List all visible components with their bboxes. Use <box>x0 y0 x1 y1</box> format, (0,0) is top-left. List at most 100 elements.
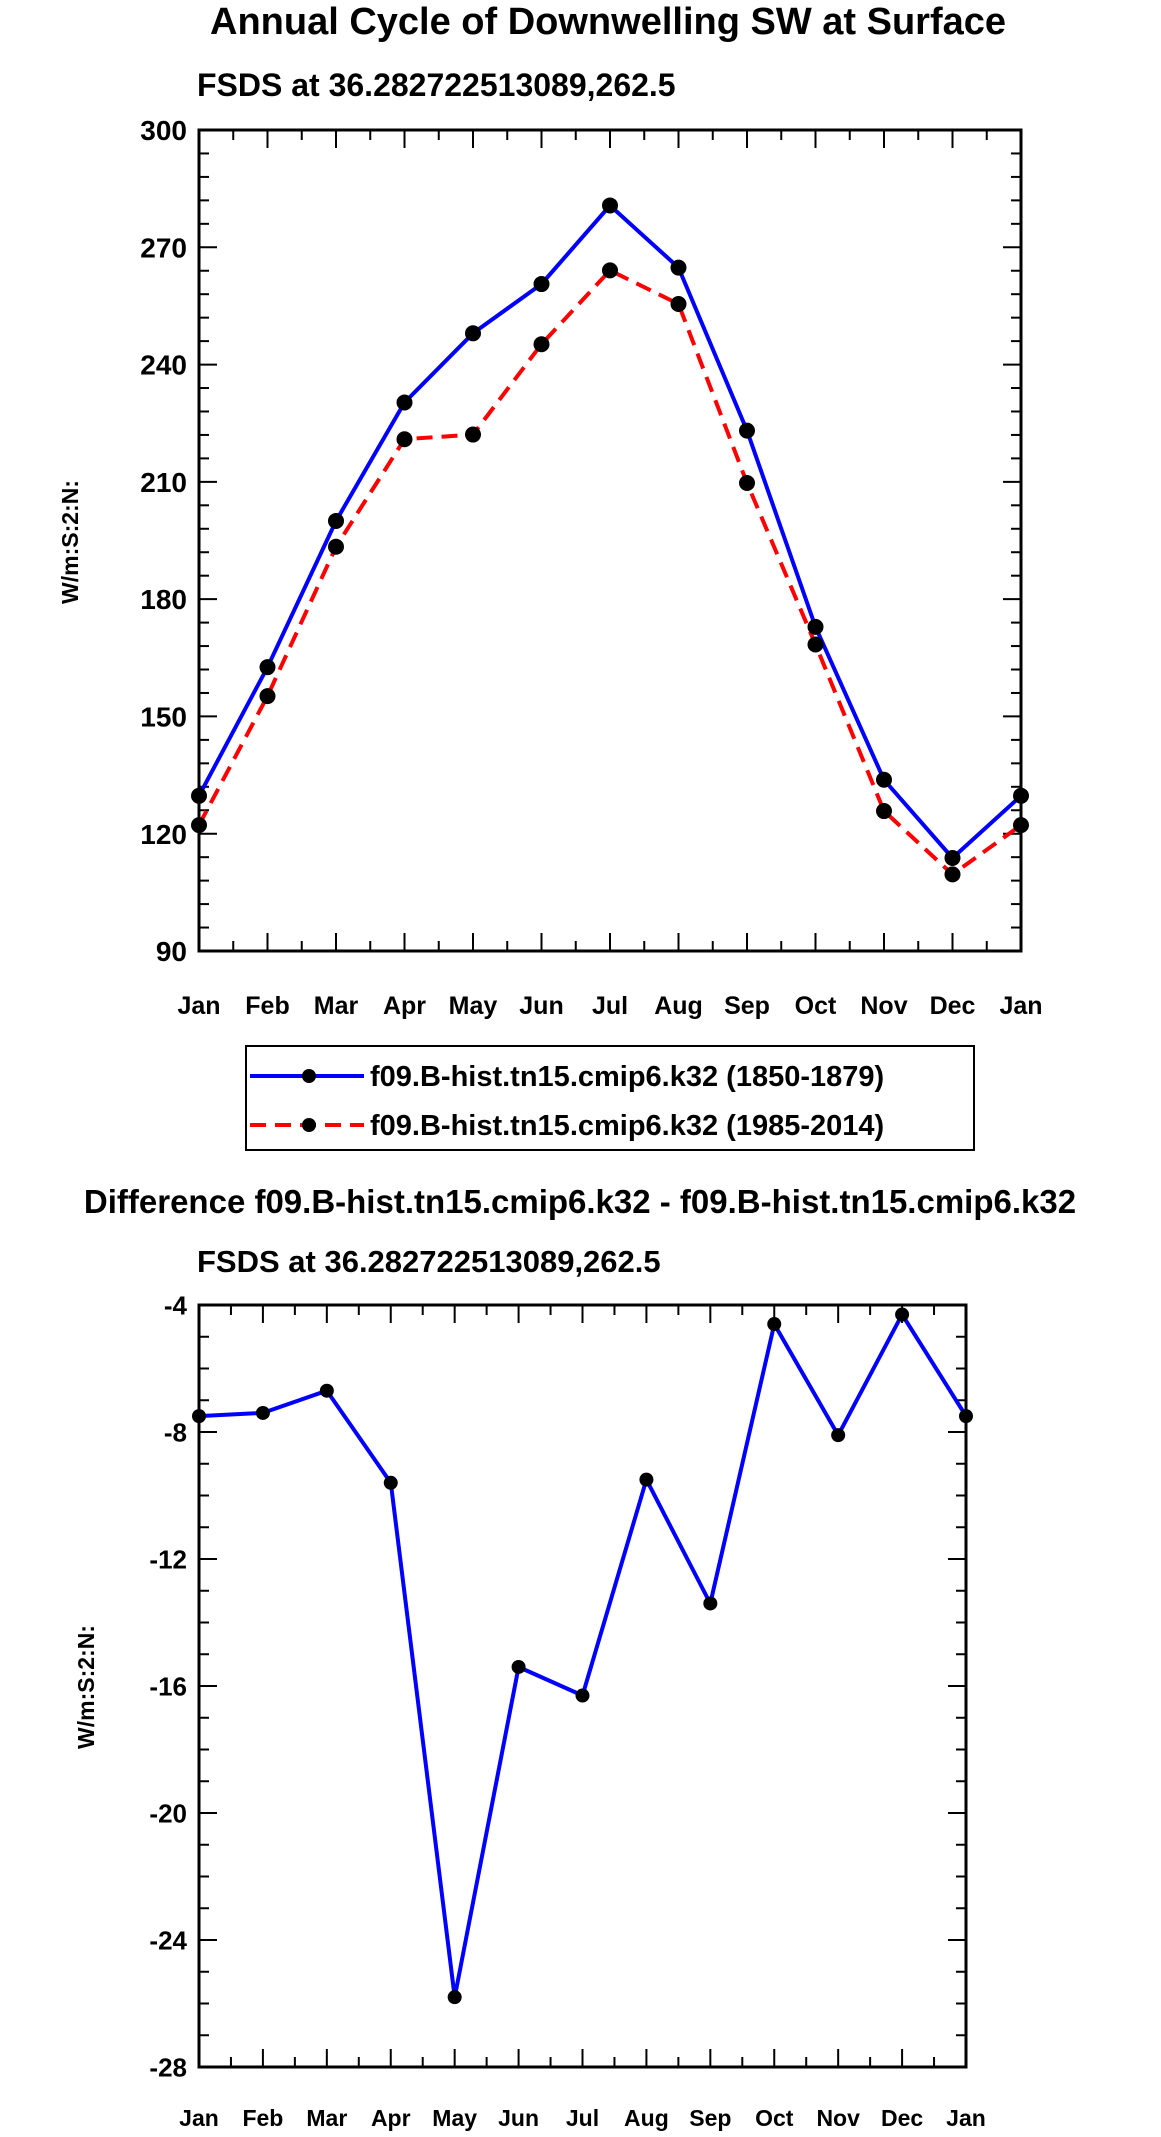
data-point-series-2 <box>739 475 755 492</box>
data-point-series-1 <box>639 1472 654 1487</box>
data-point-series-2 <box>396 431 413 448</box>
bottom-chart-ticks <box>198 1304 967 2068</box>
y-tick-label: -12 <box>149 1544 187 1574</box>
x-tick-label: Apr <box>371 2105 411 2131</box>
data-point-series-1 <box>670 259 687 276</box>
data-point-series-2 <box>807 636 824 653</box>
data-point-series-2 <box>670 295 687 312</box>
x-tick-label: Jan <box>179 2105 219 2131</box>
legend-marker-series-2 <box>302 1118 316 1132</box>
bottom-chart-series <box>192 1307 973 2005</box>
top-chart-legend: f09.B-hist.tn15.cmip6.k32 (1850-1879) f0… <box>245 1045 975 1151</box>
x-tick-label: Jan <box>999 992 1042 1020</box>
data-point-series-1 <box>703 1596 718 1611</box>
x-tick-label: Jan <box>946 2105 986 2131</box>
bottom-chart-ylabels: -4 -8 -12 -16 -20 -24 -28 <box>149 1290 187 2082</box>
data-point-series-2 <box>602 262 618 279</box>
top-chart-xlabels: Jan Feb Mar Apr May Jun Jul Aug Sep Oct Nov Dec Jan <box>177 992 1042 1020</box>
series-line-1 <box>198 1312 968 2000</box>
x-tick-label: Jun <box>519 992 563 1020</box>
data-point-series-1 <box>465 325 481 342</box>
data-point-series-1 <box>876 771 892 788</box>
y-tick-label: 120 <box>140 819 187 850</box>
y-tick-label: -24 <box>149 1925 187 1955</box>
y-tick-label: 180 <box>140 584 187 615</box>
bottom-chart-title: Difference f09.B-hist.tn15.cmip6.k32 - f… <box>84 1183 1076 1220</box>
data-point-series-2 <box>944 866 961 883</box>
y-tick-label: -8 <box>164 1417 187 1447</box>
y-tick-label: 90 <box>156 936 187 967</box>
data-point-series-1 <box>259 659 276 676</box>
data-point-series-2 <box>533 336 550 353</box>
x-tick-label: Jan <box>177 992 220 1020</box>
bottom-chart-ylabel: W/m:S:2:N: <box>73 1625 99 1749</box>
x-tick-label: Jul <box>566 2105 599 2131</box>
y-tick-label: -16 <box>149 1671 187 1701</box>
x-tick-label: Apr <box>383 992 426 1020</box>
top-chart-frame <box>197 128 1023 953</box>
y-tick-label: -20 <box>149 1798 187 1828</box>
data-point-series-1 <box>447 1990 462 2005</box>
x-tick-label: Oct <box>795 992 837 1020</box>
x-tick-label: Feb <box>245 992 289 1020</box>
data-point-series-1 <box>396 394 413 411</box>
x-tick-label: Oct <box>755 2105 794 2131</box>
x-tick-label: Feb <box>242 2105 283 2131</box>
data-point-series-2 <box>328 538 344 555</box>
data-point-series-1 <box>319 1383 334 1398</box>
x-tick-label: Mar <box>314 992 359 1020</box>
data-point-series-1 <box>383 1475 398 1490</box>
data-point-series-1 <box>944 849 961 866</box>
legend-box <box>245 1045 975 1151</box>
legend-label-series-2: f09.B-hist.tn15.cmip6.k32 (1985-2014) <box>370 1110 884 1142</box>
data-point-series-1 <box>831 1428 846 1443</box>
top-chart-ticks <box>198 129 1022 952</box>
y-tick-label: -4 <box>164 1290 188 1320</box>
data-point-series-2 <box>465 426 481 443</box>
legend-marker-series-1 <box>302 1069 316 1083</box>
top-chart-ylabels: 90 120 150 180 210 240 270 300 <box>140 115 187 967</box>
x-tick-label: Dec <box>930 992 976 1020</box>
top-chart: Annual Cycle of Downwelling SW at Surfac… <box>57 1 1043 1151</box>
y-tick-label: 240 <box>140 350 187 381</box>
data-point-series-1 <box>533 276 550 293</box>
data-point-series-1 <box>895 1307 910 1322</box>
top-chart-ylabel: W/m:S:2:N: <box>57 480 83 604</box>
x-tick-label: Aug <box>654 992 703 1020</box>
data-point-series-2 <box>876 803 892 820</box>
x-tick-label: Sep <box>689 2105 731 2131</box>
x-tick-label: May <box>432 2105 477 2131</box>
data-point-series-1 <box>511 1659 526 1674</box>
data-point-series-1 <box>255 1405 270 1420</box>
bottom-chart-xlabels: Jan Feb Mar Apr May Jun Jul Aug Sep Oct Nov Dec Jan <box>179 2105 986 2131</box>
x-tick-label: May <box>449 992 498 1020</box>
bottom-chart-frame <box>197 1303 968 2069</box>
top-chart-subtitle: FSDS at 36.282722513089,262.5 <box>197 67 676 103</box>
data-point-series-1 <box>602 197 618 214</box>
x-tick-label: Mar <box>306 2105 347 2131</box>
series-line-1 <box>197 203 1023 860</box>
x-tick-label: Jun <box>498 2105 539 2131</box>
y-tick-label: -28 <box>149 2052 187 2082</box>
x-tick-label: Jul <box>592 992 628 1020</box>
data-point-series-2 <box>259 688 276 705</box>
data-point-series-1 <box>575 1688 590 1703</box>
series-line-2 <box>197 268 1023 877</box>
data-point-series-1 <box>328 512 344 529</box>
data-point-series-1 <box>767 1317 782 1332</box>
x-tick-label: Nov <box>816 2105 860 2131</box>
top-chart-series <box>191 197 1029 883</box>
y-tick-label: 300 <box>140 115 187 146</box>
bottom-chart-subtitle: FSDS at 36.282722513089,262.5 <box>197 1244 661 1279</box>
x-tick-label: Aug <box>624 2105 669 2131</box>
legend-label-series-1: f09.B-hist.tn15.cmip6.k32 (1850-1879) <box>370 1061 884 1093</box>
bottom-chart: Difference f09.B-hist.tn15.cmip6.k32 - f… <box>73 1183 1076 2131</box>
y-tick-label: 210 <box>140 467 187 498</box>
x-tick-label: Dec <box>881 2105 923 2131</box>
x-tick-label: Sep <box>724 992 770 1020</box>
x-tick-label: Nov <box>860 992 907 1020</box>
data-point-series-1 <box>739 422 755 439</box>
y-tick-label: 150 <box>140 702 187 733</box>
data-point-series-1 <box>807 618 824 635</box>
